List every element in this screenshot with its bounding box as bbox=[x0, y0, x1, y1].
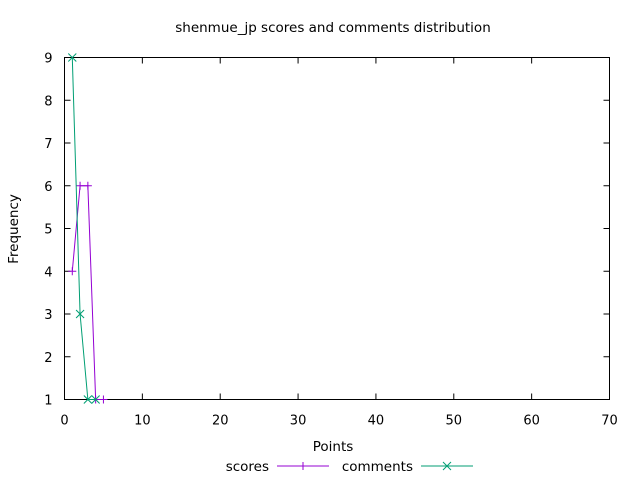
series-layer bbox=[67, 53, 108, 404]
data-point-comments bbox=[91, 395, 100, 404]
y-tick-label: 3 bbox=[44, 308, 52, 323]
y-tick-label: 8 bbox=[44, 94, 52, 109]
data-point-comments bbox=[75, 309, 85, 319]
y-tick-label: 6 bbox=[44, 180, 52, 195]
plot-frame bbox=[64, 57, 610, 400]
data-point-scores bbox=[83, 181, 92, 190]
y-tick-label: 9 bbox=[44, 52, 52, 67]
legend-label-scores: scores bbox=[226, 459, 269, 475]
data-point-scores bbox=[99, 395, 108, 404]
legend-marker-comments bbox=[442, 461, 452, 471]
x-tick-label: 30 bbox=[290, 414, 307, 429]
series-line-comments bbox=[71, 57, 96, 400]
x-tick-label: 0 bbox=[60, 414, 68, 429]
x-tick-label: 50 bbox=[446, 414, 463, 429]
data-point-comments bbox=[67, 53, 77, 62]
x-tick-label: 20 bbox=[212, 414, 229, 429]
y-axis-ticks: 1 2 3 4 5 6 7 8 9 bbox=[44, 52, 610, 409]
y-tick-label: 7 bbox=[44, 137, 52, 152]
legend-marker-scores bbox=[299, 462, 307, 470]
x-tick-label: 10 bbox=[134, 414, 151, 429]
x-axis-ticks: 0 10 20 30 40 50 60 70 bbox=[60, 57, 618, 429]
y-tick-label: 2 bbox=[44, 351, 52, 366]
y-tick-label: 5 bbox=[44, 223, 52, 238]
legend-label-comments: comments bbox=[342, 459, 413, 475]
y-tick-label: 1 bbox=[44, 394, 52, 409]
x-tick-label: 70 bbox=[601, 414, 618, 429]
y-tick-label: 4 bbox=[44, 265, 52, 280]
y-axis-label: Frequency bbox=[6, 194, 22, 264]
data-point-scores bbox=[68, 267, 77, 276]
data-point-scores bbox=[76, 181, 85, 190]
legend: scores comments bbox=[226, 459, 473, 475]
x-tick-label: 60 bbox=[523, 414, 540, 429]
chart-title: shenmue_jp scores and comments distribut… bbox=[175, 20, 491, 36]
x-axis-label: Points bbox=[313, 439, 354, 455]
x-tick-label: 40 bbox=[368, 414, 385, 429]
data-point-comments bbox=[83, 395, 93, 404]
